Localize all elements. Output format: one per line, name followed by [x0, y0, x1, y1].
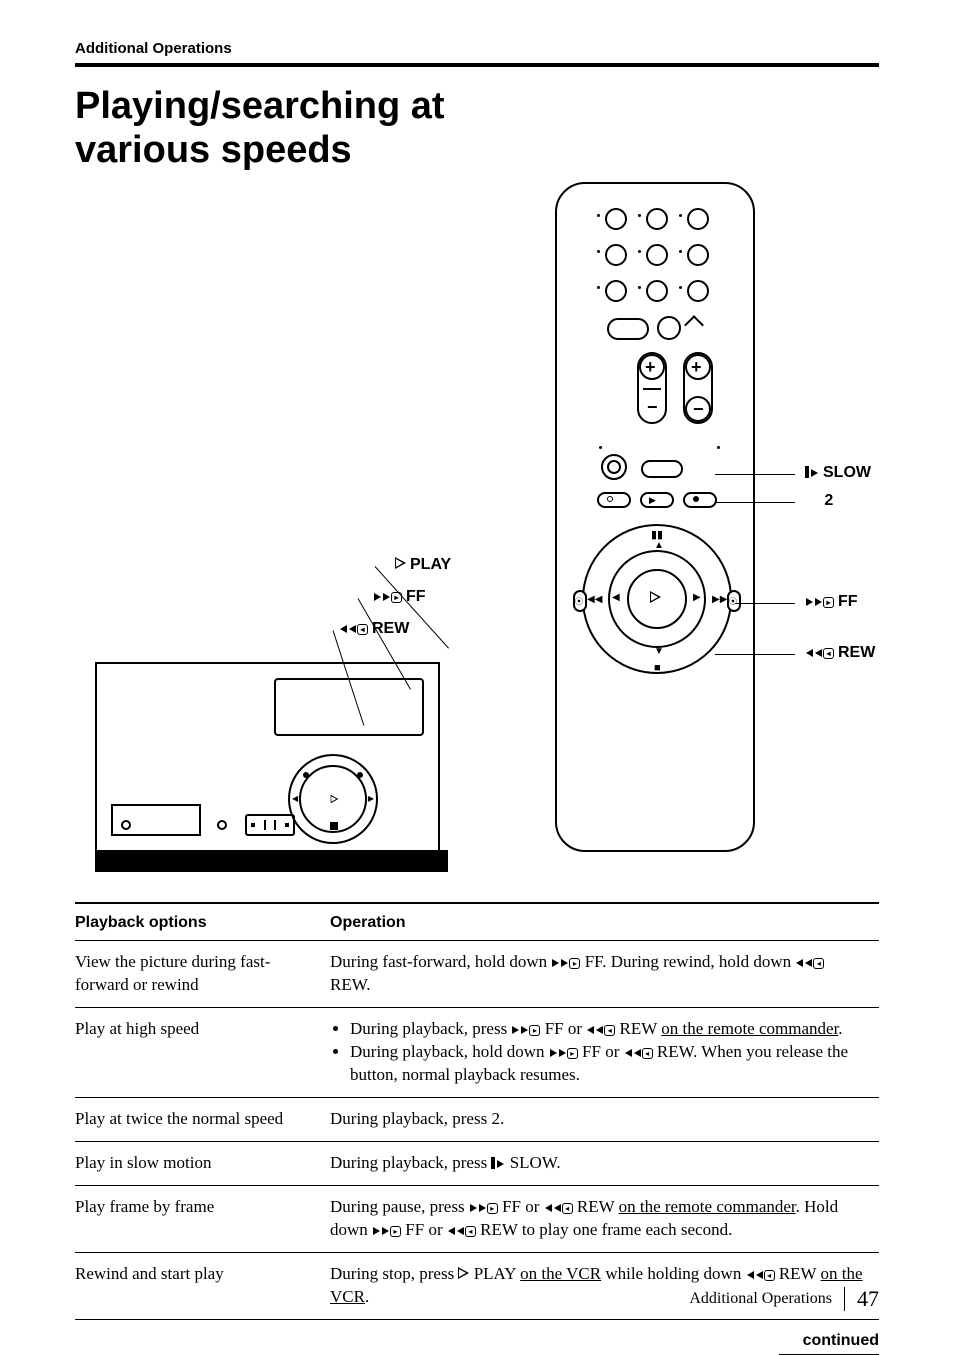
remote-btn: [646, 208, 668, 230]
page-footer: Additional Operations 47: [689, 1286, 879, 1312]
play-callout: PLAY: [395, 556, 451, 574]
option-cell: Play at twice the normal speed: [75, 1098, 330, 1142]
table-row: Play frame by frameDuring pause, press ▸…: [75, 1185, 879, 1252]
footer-text: Additional Operations: [689, 1290, 832, 1308]
remote-btn: [605, 208, 627, 230]
section-label: Additional Operations: [75, 40, 879, 57]
remote-outline: + − + − ▶ ▮▮ ▲ ■ ▼ ◀◀ ▶▶ ◀ ▶: [555, 182, 755, 852]
remote-btn: [646, 280, 668, 302]
operation-cell: During playback, press ▸ FF or ◂ REW on …: [330, 1008, 879, 1098]
option-cell: Play at high speed: [75, 1008, 330, 1098]
ff-icon: ▸: [373, 588, 402, 606]
transport-btn: [683, 492, 717, 508]
rew-icon: ◂: [805, 644, 834, 662]
play-icon: [395, 556, 406, 574]
transport-btn: [597, 492, 631, 508]
vcr-jog-dial: ◀ ▶: [288, 754, 378, 844]
remote-btn: [687, 280, 709, 302]
table-row: Play at high speedDuring playback, press…: [75, 1008, 879, 1098]
remote-btn: [641, 460, 683, 478]
page-number: 47: [857, 1286, 879, 1312]
option-cell: Rewind and start play: [75, 1252, 330, 1319]
vcr-tape-slot: [274, 678, 424, 736]
slow-callout: SLOW: [805, 464, 871, 482]
operation-cell: During pause, press ▸ FF or ◂ REW on the…: [330, 1185, 879, 1252]
operation-cell: During playback, press 2.: [330, 1098, 879, 1142]
rew-callout-right: ◂ REW: [805, 644, 875, 662]
table-row: View the picture during fast-forward or …: [75, 941, 879, 1008]
col-header-options: Playback options: [75, 903, 330, 941]
remote-btn: [646, 244, 668, 266]
arrow-icon: [684, 315, 704, 335]
continued-label: continued: [779, 1332, 879, 1355]
slow-icon: [805, 464, 819, 482]
vcr-slot: [245, 814, 295, 836]
ff-callout-left: ▸ FF: [373, 588, 426, 606]
col-header-operation: Operation: [330, 903, 879, 941]
table-row: Play at twice the normal speedDuring pla…: [75, 1098, 879, 1142]
remote-btn: [687, 244, 709, 266]
option-cell: Play in slow motion: [75, 1142, 330, 1186]
rew-icon: ◂: [339, 620, 368, 638]
rew-callout-left: ◂ REW: [339, 620, 409, 638]
x2-callout: × 2: [805, 492, 833, 510]
footer-sep: [844, 1287, 845, 1311]
ff-callout-right: ▸ FF: [805, 593, 858, 611]
remote-btn: [605, 244, 627, 266]
diagram-area: + − + − ▶ ▮▮ ▲ ■ ▼ ◀◀ ▶▶ ◀ ▶: [75, 172, 879, 872]
operation-cell: During fast-forward, hold down ▸ FF. Dur…: [330, 941, 879, 1008]
transport-btn: [640, 492, 674, 508]
section-rule: [75, 63, 879, 67]
table-row: Play in slow motionDuring playback, pres…: [75, 1142, 879, 1186]
vcr-outline: ◀ ▶: [95, 662, 440, 852]
option-cell: Play frame by frame: [75, 1185, 330, 1252]
remote-btn: [657, 316, 681, 340]
remote-btn: [605, 280, 627, 302]
page-title: Playing/searching at various speeds: [75, 85, 475, 172]
ff-icon: ▸: [805, 593, 834, 611]
operation-cell: During playback, press SLOW.: [330, 1142, 879, 1186]
remote-btn: [607, 318, 649, 340]
playback-options-table: Playback options Operation View the pict…: [75, 902, 879, 1319]
play-icon: [650, 590, 661, 608]
remote-btn: [687, 208, 709, 230]
option-cell: View the picture during fast-forward or …: [75, 941, 330, 1008]
